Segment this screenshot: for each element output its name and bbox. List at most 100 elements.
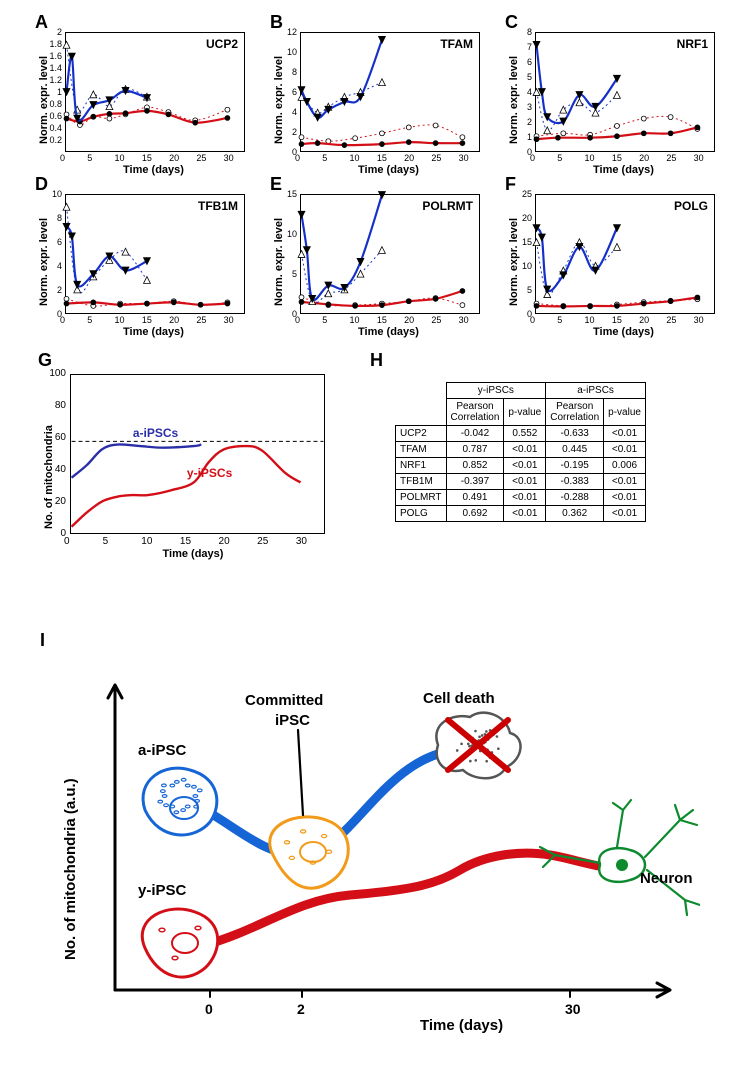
y-tick: 1 (502, 132, 532, 142)
svg-text:a-iPSC: a-iPSC (138, 742, 187, 759)
x-tick: 30 (694, 315, 704, 325)
x-tick: 10 (115, 153, 125, 163)
y-tick: 8 (502, 27, 532, 37)
y-tick: 2 (32, 27, 62, 37)
x-tick: 25 (666, 153, 676, 163)
plot-svg (536, 195, 714, 313)
x-tick: 30 (296, 536, 307, 547)
y-tick: 0 (267, 147, 297, 157)
y-tick: 0 (46, 528, 66, 539)
panel-d: DTFB1MNorm. expr. levelTime (days)051015… (65, 194, 245, 314)
a-ipscs-label: a-iPSCs (133, 426, 178, 440)
y-tick: 80 (46, 400, 66, 411)
x-tick: 30 (224, 153, 234, 163)
x-tick: 20 (169, 315, 179, 325)
panel-i-label: I (40, 630, 45, 651)
x-tick: 10 (141, 536, 152, 547)
panel-h-label: H (370, 350, 383, 371)
plot-svg (71, 375, 324, 533)
panel-g-plot: a-iPSCsy-iPSCsNo. of mitochondriaTime (d… (70, 374, 325, 534)
y-tick: 0 (267, 309, 297, 319)
x-tick: 30 (459, 315, 469, 325)
plot-svg (66, 195, 244, 313)
panel-a: AUCP2Norm. expr. levelTime (days)0510152… (65, 32, 245, 152)
y-tick: 5 (502, 72, 532, 82)
x-tick: 10 (115, 315, 125, 325)
y-tick: 1.6 (32, 51, 62, 61)
svg-text:Time (days): Time (days) (420, 1017, 503, 1034)
plot-svg (66, 33, 244, 151)
y-tick: 6 (32, 237, 62, 247)
x-tick: 5 (87, 315, 92, 325)
y-tick: 0 (502, 309, 532, 319)
y-tick: 20 (46, 496, 66, 507)
chart-box: POLG (535, 194, 715, 314)
x-tick: 25 (196, 153, 206, 163)
x-tick: 25 (666, 315, 676, 325)
svg-text:30: 30 (565, 1001, 581, 1017)
y-tick: 2 (32, 285, 62, 295)
x-tick: 20 (639, 153, 649, 163)
x-tick: 15 (377, 315, 387, 325)
y-tick: 60 (46, 432, 66, 443)
x-tick: 5 (557, 315, 562, 325)
x-axis-label: Time (days) (593, 164, 654, 176)
y-tick: 0 (502, 147, 532, 157)
y-tick: 100 (46, 368, 66, 379)
y-tick: 6 (502, 57, 532, 67)
x-tick: 5 (322, 153, 327, 163)
chart-box: UCP2 (65, 32, 245, 152)
x-tick: 10 (350, 153, 360, 163)
y-tick: 5 (267, 269, 297, 279)
svg-text:Cell death: Cell death (423, 690, 495, 707)
panel-c: CNRF1Norm. expr. levelTime (days)0510152… (535, 32, 715, 152)
chart-box: a-iPSCs y-iPSCs (70, 374, 325, 534)
y-tick: 4 (32, 261, 62, 271)
y-tick: 0.4 (32, 123, 62, 133)
x-tick: 20 (639, 315, 649, 325)
x-tick: 20 (219, 536, 230, 547)
y-tick: 5 (502, 285, 532, 295)
panel-e: EPOLRMTNorm. expr. levelTime (days)05101… (300, 194, 480, 314)
chart-box: POLRMT (300, 194, 480, 314)
x-axis-label: Time (days) (123, 164, 184, 176)
svg-text:Committed: Committed (245, 692, 323, 709)
x-tick: 15 (142, 153, 152, 163)
svg-text:iPSC: iPSC (275, 712, 310, 729)
y-ipscs-label: y-iPSCs (187, 466, 232, 480)
chart-box: TFB1M (65, 194, 245, 314)
y-tick: 4 (267, 107, 297, 117)
y-tick: 4 (502, 87, 532, 97)
x-tick: 15 (612, 153, 622, 163)
y-tick: 0.8 (32, 99, 62, 109)
panel-f: FPOLGNorm. expr. levelTime (days)0510152… (535, 194, 715, 314)
y-tick: 0 (32, 309, 62, 319)
y-tick: 10 (267, 229, 297, 239)
plot-svg (301, 195, 479, 313)
x-tick: 15 (612, 315, 622, 325)
x-tick: 25 (431, 315, 441, 325)
y-tick: 40 (46, 464, 66, 475)
x-axis-label: Time (days) (358, 326, 419, 338)
x-tick: 20 (169, 153, 179, 163)
svg-text:0: 0 (205, 1001, 213, 1017)
svg-text:2: 2 (297, 1001, 305, 1017)
y-tick: 0.6 (32, 111, 62, 121)
x-tick: 5 (557, 153, 562, 163)
x-tick: 30 (224, 315, 234, 325)
y-tick: 2 (502, 117, 532, 127)
x-tick: 0 (60, 153, 65, 163)
y-tick: 10 (32, 189, 62, 199)
y-tick: 10 (502, 261, 532, 271)
x-tick: 15 (142, 315, 152, 325)
x-tick: 20 (404, 315, 414, 325)
chart-box: TFAM (300, 32, 480, 152)
y-tick: 15 (502, 237, 532, 247)
x-axis-label: Time (days) (593, 326, 654, 338)
svg-text:Neuron: Neuron (640, 870, 693, 887)
x-tick: 30 (459, 153, 469, 163)
y-axis-label: Norm. expr. level (508, 56, 520, 144)
chart-box: NRF1 (535, 32, 715, 152)
y-tick: 0.2 (32, 135, 62, 145)
y-tick: 8 (267, 67, 297, 77)
